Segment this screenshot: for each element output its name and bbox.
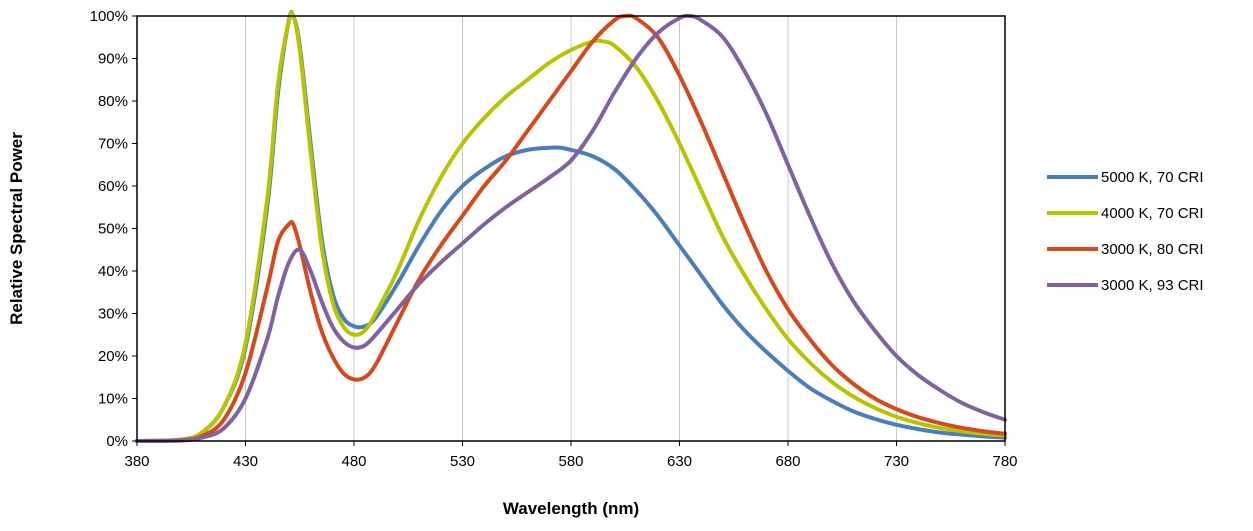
- y-tick-label: 0%: [106, 433, 128, 450]
- x-tick-label: 480: [341, 453, 366, 470]
- series-line-4: [135, 13, 1007, 443]
- y-tick-label: 30%: [98, 306, 128, 323]
- x-tick-label: 430: [233, 453, 258, 470]
- series-line-3: [135, 13, 1007, 443]
- y-tick-label: 100%: [90, 8, 128, 25]
- y-tick-label: 80%: [98, 93, 128, 110]
- legend: 5000 K, 70 CRI 4000 K, 70 CRI 3000 K, 80 C…: [1047, 169, 1204, 294]
- y-tick-label: 70%: [98, 136, 128, 153]
- y-tick-label: 60%: [98, 178, 128, 195]
- series-line-2: [135, 10, 1007, 443]
- legend-label: 4000 K, 70 CRI: [1101, 205, 1204, 222]
- legend-label: 3000 K, 80 CRI: [1101, 241, 1204, 258]
- y-axis-ticks: 0% 10% 20% 30% 40% 50% 60% 70% 80% 90% 100%: [90, 8, 137, 450]
- x-tick-label: 630: [667, 453, 692, 470]
- y-tick-label: 40%: [98, 263, 128, 280]
- x-tick-label: 380: [124, 453, 149, 470]
- x-tick-label: 530: [450, 453, 475, 470]
- series-lines: [135, 9, 1007, 443]
- y-axis-title: Relative Spectral Power: [7, 132, 26, 325]
- y-tick-label: 50%: [98, 221, 128, 238]
- legend-label: 5000 K, 70 CRI: [1101, 169, 1204, 186]
- legend-label: 3000 K, 93 CRI: [1101, 277, 1204, 294]
- x-tick-label: 780: [992, 453, 1017, 470]
- x-axis-title: Wavelength (nm): [503, 499, 639, 518]
- y-tick-label: 20%: [98, 348, 128, 365]
- x-tick-label: 730: [884, 453, 909, 470]
- y-tick-label: 90%: [98, 51, 128, 68]
- x-tick-label: 680: [775, 453, 800, 470]
- x-tick-label: 580: [558, 453, 583, 470]
- grid-lines: [245, 16, 897, 441]
- y-tick-label: 10%: [98, 391, 128, 408]
- x-axis-ticks: 380 430 480 530 580 630 680 730 780: [124, 441, 1018, 470]
